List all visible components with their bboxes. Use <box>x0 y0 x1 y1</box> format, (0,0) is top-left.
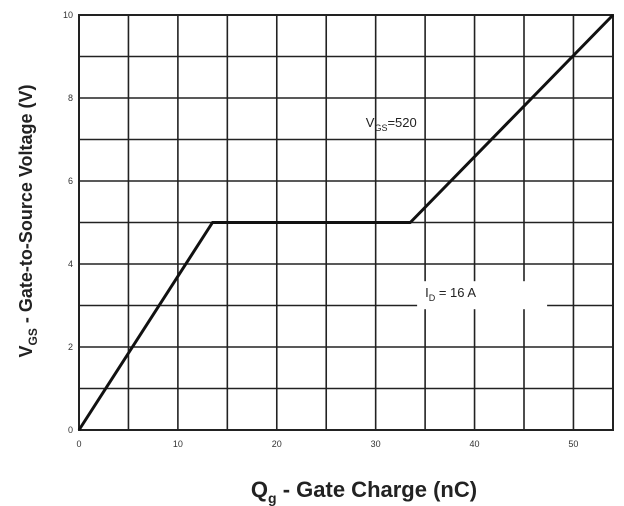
annotations: VGS=520 ID = 16 A <box>366 115 548 310</box>
annotation-rest: = 16 A <box>435 285 476 300</box>
y-tick-label: 8 <box>68 93 73 103</box>
annotation-main: V <box>366 115 375 130</box>
x-tick-label: 30 <box>371 439 381 449</box>
annotation-main: I <box>425 285 429 300</box>
y-tick-label: 10 <box>63 10 73 20</box>
y-tick-label: 2 <box>68 342 73 352</box>
annotation-sub: D <box>429 293 436 303</box>
annotation-label: VGS=520 <box>366 115 417 133</box>
x-tick-label: 20 <box>272 439 282 449</box>
plot-area <box>78 14 614 431</box>
x-tick-label: 0 <box>76 439 81 449</box>
x-axis-title-rest: - Gate Charge (nC) <box>277 477 477 502</box>
y-axis-title-main: V <box>16 346 36 358</box>
annotation-label: ID = 16 A <box>425 285 476 303</box>
annotation-background <box>417 281 548 310</box>
y-axis-title-sub: GS <box>26 328 40 345</box>
gate-charge-curve <box>77 13 615 431</box>
x-tick-label: 50 <box>568 439 578 449</box>
y-axis-title: VGS - Gate-to-Source Voltage (V) <box>16 84 40 357</box>
series-group <box>77 13 615 431</box>
y-tick-label: 4 <box>68 259 73 269</box>
y-tick-label: 0 <box>68 425 73 435</box>
x-tick-label: 40 <box>470 439 480 449</box>
x-axis-title-sub: g <box>268 490 277 506</box>
x-axis-title-main: Q <box>251 477 268 502</box>
y-tick-label: 6 <box>68 176 73 186</box>
y-axis-title-rest: - Gate-to-Source Voltage (V) <box>16 84 36 328</box>
annotation-sub: GS <box>374 123 387 133</box>
tick-labels: 0 10 20 30 40 50 0 2 4 6 8 10 <box>63 10 578 449</box>
x-tick-label: 10 <box>173 439 183 449</box>
x-axis-title: Qg - Gate Charge (nC) <box>251 477 477 506</box>
annotation-rest: =520 <box>387 115 416 130</box>
